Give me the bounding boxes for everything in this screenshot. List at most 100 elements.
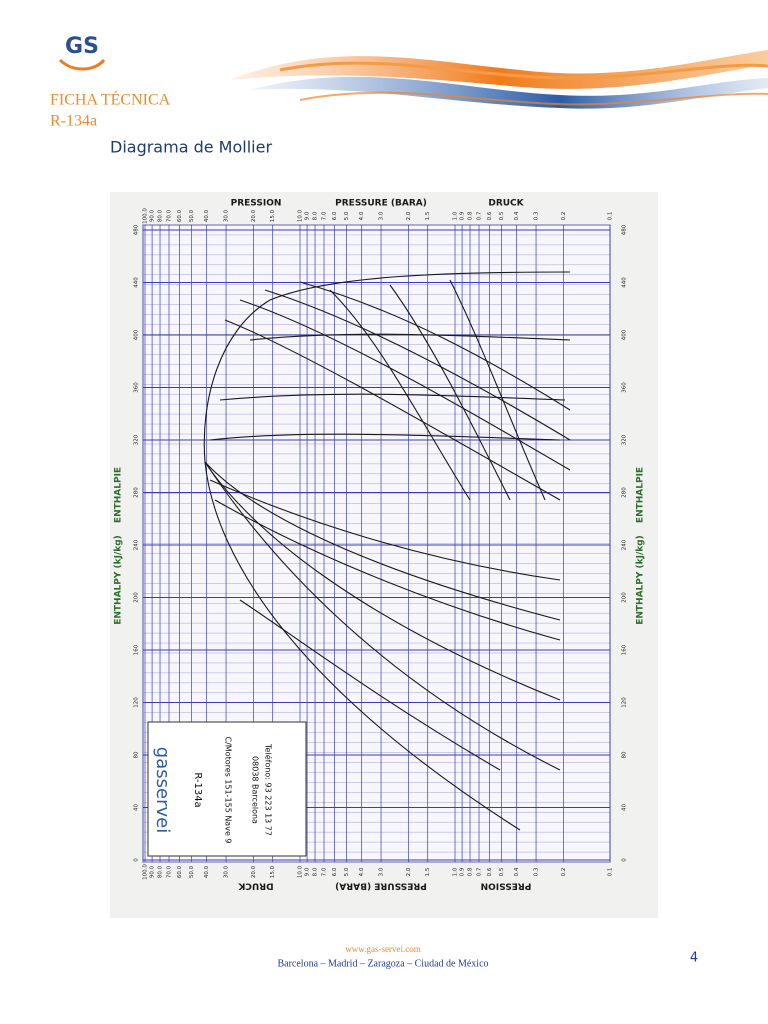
pressure-tick-label: 15.0 — [270, 209, 276, 222]
diagram-grid — [143, 224, 611, 863]
pressure-tick-label: 9.0 — [305, 211, 311, 220]
logo: GS — [58, 34, 106, 71]
pressure-tick-label: 0.3 — [534, 867, 540, 876]
pressure-tick-label: 0.5 — [499, 867, 505, 876]
pressure-tick-label: 1.5 — [425, 867, 431, 876]
enthalpy-tick-label: 240 — [622, 539, 628, 550]
pressure-tick-label: 5.0 — [344, 211, 350, 220]
pressure-tick-label: 5.0 — [344, 867, 350, 876]
page-number: 4 — [690, 951, 698, 966]
enthalpy-tick-label: 400 — [622, 329, 628, 340]
diagram-labels: 100.0100.090.090.080.080.070.070.060.060… — [114, 199, 646, 891]
enthalpy-tick-label: 160 — [622, 644, 628, 655]
pressure-title: DRUCK — [488, 199, 524, 209]
pressure-tick-label: 8.0 — [313, 867, 319, 876]
enthalpy-tick-label: 160 — [134, 644, 140, 655]
pressure-tick-label: 20.0 — [251, 865, 257, 878]
pressure-tick-label: 20.0 — [251, 209, 257, 222]
pressure-title: PRESSION — [481, 881, 532, 891]
pressure-tick-label: 7.0 — [322, 867, 328, 876]
enthalpy-tick-label: 40 — [622, 804, 628, 811]
pressure-tick-label: 0.3 — [534, 211, 540, 220]
pressure-tick-label: 0.9 — [460, 211, 466, 220]
pressure-tick-label: 0.6 — [487, 867, 493, 876]
pressure-tick-label: 9.0 — [305, 867, 311, 876]
box-city: 08038 Barcelona — [251, 756, 260, 824]
pressure-tick-label: 50.0 — [189, 209, 195, 222]
enthalpy-tick-label: 240 — [134, 539, 140, 550]
enthalpy-tick-label: 360 — [622, 382, 628, 393]
pressure-tick-label: 0.2 — [561, 868, 567, 877]
pressure-title: PRESSURE (BARA) — [335, 199, 427, 209]
pressure-tick-label: 30.0 — [224, 865, 230, 878]
pressure-title: DRUCK — [237, 881, 273, 891]
doc-subtitle: R-134a — [50, 113, 97, 130]
pressure-tick-label: 2.0 — [406, 867, 412, 876]
enthalpy-tick-label: 320 — [134, 434, 140, 445]
pressure-tick-label: 4.0 — [359, 211, 365, 220]
footer-cities: Barcelona – Madrid – Zaragoza – Ciudad d… — [277, 958, 488, 969]
header-waves — [230, 50, 768, 109]
pressure-tick-label: 0.1 — [608, 212, 614, 221]
logo-text: GS — [65, 34, 99, 59]
pressure-tick-label: 100.0 — [143, 208, 149, 224]
pressure-tick-label: 3.0 — [379, 867, 385, 876]
pressure-tick-label: 50.0 — [189, 865, 195, 878]
enthalpy-tick-label: 400 — [134, 329, 140, 340]
pressure-tick-label: 70.0 — [167, 209, 173, 222]
enthalpy-tick-label: 80 — [134, 751, 140, 758]
pressure-tick-label: 4.0 — [359, 867, 365, 876]
enthalpy-tick-label: 440 — [622, 277, 628, 288]
pressure-tick-label: 0.4 — [514, 211, 520, 220]
enthalpy-tick-label: 320 — [622, 434, 628, 445]
enthalpy-axis-title: ENTHALPIE — [636, 467, 646, 523]
pressure-tick-label: 0.8 — [468, 211, 474, 220]
pressure-tick-label: 0.5 — [499, 211, 505, 220]
pressure-tick-label: 1.0 — [453, 867, 459, 876]
enthalpy-axis-title: ENTHALPY (kJ/kg) — [636, 535, 646, 625]
pressure-tick-label: 15.0 — [270, 865, 276, 878]
box-refrigerant: R-134a — [192, 772, 203, 807]
pressure-tick-label: 100.0 — [143, 864, 149, 880]
pressure-tick-label: 3.0 — [379, 211, 385, 220]
enthalpy-tick-label: 0 — [622, 858, 628, 862]
enthalpy-tick-label: 480 — [622, 224, 628, 235]
box-address: C/Motores 151-155 Nave 9 — [224, 737, 233, 844]
pressure-tick-label: 7.0 — [322, 211, 328, 220]
enthalpy-tick-label: 120 — [622, 697, 628, 708]
pressure-tick-label: 0.9 — [460, 867, 466, 876]
doc-title: FICHA TÉCNICA — [50, 90, 171, 109]
enthalpy-tick-label: 440 — [134, 277, 140, 288]
pressure-tick-label: 40.0 — [204, 209, 210, 222]
pressure-tick-label: 80.0 — [158, 865, 164, 878]
box-phone: Teléfono: 93 223 13 77 — [264, 743, 274, 836]
enthalpy-tick-label: 0 — [134, 858, 140, 862]
pressure-tick-label: 0.8 — [468, 867, 474, 876]
pressure-tick-label: 1.0 — [453, 211, 459, 220]
pressure-tick-label: 0.6 — [487, 211, 493, 220]
pressure-tick-label: 90.0 — [150, 209, 156, 222]
pressure-tick-label: 6.0 — [332, 211, 338, 220]
pressure-tick-label: 0.7 — [477, 211, 483, 220]
enthalpy-tick-label: 40 — [134, 804, 140, 811]
pressure-title: PRESSURE (BARA) — [335, 881, 427, 891]
section-heading: Diagrama de Mollier — [110, 138, 272, 157]
enthalpy-tick-label: 360 — [134, 382, 140, 393]
pressure-tick-label: 6.0 — [332, 867, 338, 876]
pressure-tick-label: 10.0 — [298, 209, 304, 222]
enthalpy-tick-label: 80 — [622, 751, 628, 758]
pressure-title: PRESSION — [231, 199, 282, 209]
pressure-tick-label: 60.0 — [177, 865, 183, 878]
info-box: gasservei R-134a C/Motores 151-155 Nave … — [147, 721, 307, 857]
box-brand: gasservei — [152, 747, 173, 833]
pressure-tick-label: 10.0 — [298, 865, 304, 878]
pressure-tick-label: 8.0 — [313, 211, 319, 220]
pressure-tick-label: 70.0 — [167, 865, 173, 878]
pressure-tick-label: 0.2 — [561, 212, 567, 221]
pressure-tick-label: 30.0 — [224, 209, 230, 222]
enthalpy-tick-label: 280 — [622, 487, 628, 498]
pressure-tick-label: 40.0 — [204, 865, 210, 878]
pressure-tick-label: 80.0 — [158, 209, 164, 222]
